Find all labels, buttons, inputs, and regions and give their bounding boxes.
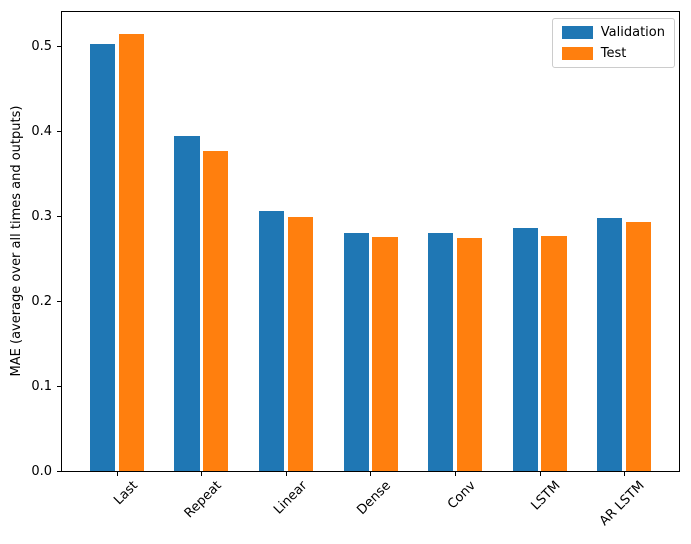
bar-validation-linear — [258, 211, 285, 471]
y-tick-label: 0.0 — [31, 464, 52, 479]
legend-label-test: Test — [600, 46, 627, 61]
legend-item-validation: Validation — [561, 24, 665, 41]
x-tick-mark — [455, 472, 456, 476]
bar-validation-repeat — [174, 135, 200, 471]
bar-test-ar-lstm — [625, 222, 652, 471]
legend-swatch-test — [561, 47, 593, 60]
x-tick-label: Last — [111, 478, 141, 509]
y-tick-label: 0.5 — [31, 39, 52, 54]
legend: Validation Test — [551, 18, 675, 68]
x-tick-label: Repeat — [181, 478, 225, 522]
bar-test-last — [118, 34, 144, 471]
bar-test-lstm — [541, 236, 567, 471]
bar-validation-conv — [428, 232, 454, 471]
x-tick-mark — [624, 472, 625, 476]
x-tick-label: Linear — [270, 478, 310, 518]
x-tick-mark — [370, 472, 371, 476]
plot-area: Validation Test — [61, 11, 680, 472]
y-tick-mark — [57, 471, 61, 472]
y-axis-label: MAE (average over all times and outputs) — [9, 105, 24, 377]
bar-test-linear — [287, 216, 314, 471]
y-tick-label: 0.3 — [31, 209, 52, 224]
x-tick-mark — [286, 472, 287, 476]
bar-validation-ar-lstm — [597, 218, 623, 471]
y-tick-mark — [57, 216, 61, 217]
y-tick-mark — [57, 131, 61, 132]
bar-validation-dense — [343, 232, 369, 471]
y-tick-label: 0.1 — [31, 379, 52, 394]
y-tick-mark — [57, 301, 61, 302]
x-tick-mark — [540, 472, 541, 476]
x-tick-label: Dense — [354, 478, 394, 518]
x-tick-label: LSTM — [528, 478, 564, 514]
y-tick-label: 0.4 — [31, 124, 52, 139]
y-tick-mark — [57, 46, 61, 47]
bar-test-dense — [372, 236, 398, 471]
bar-test-repeat — [203, 151, 229, 471]
x-tick-mark — [201, 472, 202, 476]
bar-validation-lstm — [512, 227, 538, 471]
y-tick-label: 0.2 — [31, 294, 52, 309]
bar-validation-last — [89, 44, 116, 471]
legend-swatch-validation — [561, 26, 593, 39]
bar-test-conv — [456, 237, 483, 471]
x-tick-label: Conv — [444, 478, 479, 513]
legend-item-test: Test — [561, 45, 665, 62]
x-tick-mark — [117, 472, 118, 476]
y-tick-mark — [57, 386, 61, 387]
legend-label-validation: Validation — [600, 25, 665, 40]
x-tick-label: AR LSTM — [597, 478, 648, 530]
